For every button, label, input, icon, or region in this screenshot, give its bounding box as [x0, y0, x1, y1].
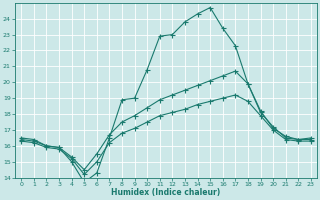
X-axis label: Humidex (Indice chaleur): Humidex (Indice chaleur) — [111, 188, 221, 197]
